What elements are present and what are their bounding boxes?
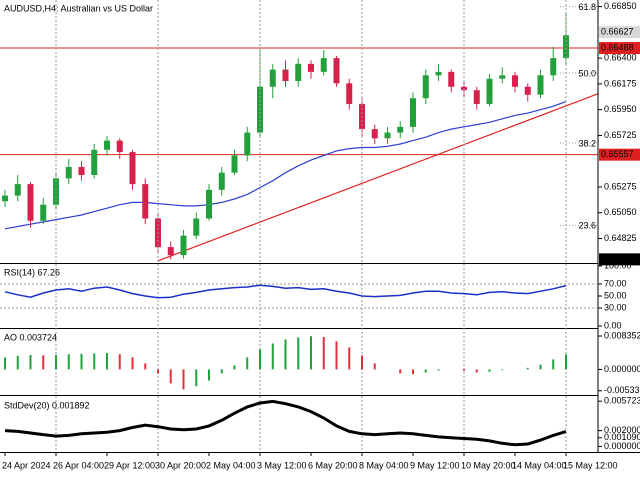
candle-body (91, 149, 98, 175)
candle-body (218, 172, 225, 190)
y-tick-label: 0.00 (604, 320, 622, 330)
y-tick-label: 0.008352 (604, 330, 640, 340)
fib-label: 50.0 (578, 68, 596, 78)
candle-body (78, 166, 85, 175)
line (4, 101, 567, 230)
price-label: 0.66627 (601, 26, 634, 36)
candle-body (384, 132, 391, 139)
candle-body (104, 140, 110, 150)
y-tick-label: 0.64825 (604, 233, 637, 243)
line (4, 284, 567, 299)
y-tick-label: 0.65950 (604, 104, 637, 114)
price-label-box (599, 26, 640, 39)
candle-body (65, 166, 72, 179)
candle-body (537, 75, 544, 95)
candle-body (142, 184, 149, 219)
price-label: 0.65557 (601, 149, 634, 159)
candle-body (244, 132, 251, 156)
x-tick-label: 8 May 04:00 (359, 460, 409, 470)
y-tick-label: 0.66850 (604, 1, 637, 11)
fib-label: 61.8 (578, 2, 596, 12)
y-tick-label: 0.66400 (604, 52, 637, 62)
x-tick-label: 26 Apr 04:00 (53, 460, 104, 470)
y-tick-label: 30.00 (604, 302, 627, 312)
candle-body (282, 69, 289, 82)
candle-body (397, 126, 404, 133)
candle-body (371, 129, 378, 139)
candle-body (14, 184, 21, 196)
candle-body (193, 218, 200, 236)
y-tick-label: 0.65275 (604, 181, 637, 191)
x-tick-label: 9 May 12:00 (410, 460, 460, 470)
candle-body (116, 140, 123, 153)
candle-body (346, 83, 353, 104)
fib-label: 38.2 (578, 138, 596, 148)
price-label-box (599, 148, 640, 161)
candle-body (180, 235, 187, 256)
pane-title: StdDev(20) 0.001892 (4, 400, 90, 410)
candle-body (295, 63, 302, 82)
price-label-box (599, 42, 640, 55)
candle-body (27, 184, 34, 221)
candle-body (435, 71, 442, 76)
candle-body (231, 155, 238, 173)
y-tick-label: 0.005723 (604, 396, 640, 406)
y-tick-label: 0.000000 (604, 441, 640, 451)
y-tick-label: 0.66175 (604, 78, 637, 88)
candle-body (167, 247, 174, 256)
x-tick-label: 24 Apr 2024 (2, 460, 51, 470)
candle-body (410, 98, 416, 127)
y-tick-label: 0.001090 (604, 432, 640, 442)
price-label: 0.66488 (601, 42, 634, 52)
trendline (157, 93, 598, 262)
candle-body (499, 75, 506, 79)
candle-body (40, 204, 47, 221)
y-tick-label: 50.00 (604, 290, 627, 300)
candle-body (2, 195, 8, 202)
fib-label: 23.6 (578, 221, 596, 231)
candle-body (550, 58, 557, 76)
y-tick-label: 0.65050 (604, 207, 637, 217)
x-tick-label: 3 May 12:00 (257, 460, 307, 470)
candle-body (512, 75, 518, 87)
y-tick-label: 0.65725 (604, 130, 637, 140)
candle-body (269, 69, 276, 87)
candle-body (206, 189, 212, 219)
y-tick-label: -0.005333 (604, 385, 640, 395)
y-tick-label: 100.00 (604, 260, 632, 270)
candle-body (129, 152, 136, 185)
candle-body (320, 58, 327, 72)
candle-body (524, 86, 531, 95)
x-tick-label: 15 May 12:00 (563, 460, 618, 470)
x-tick-label: 14 May 04:00 (512, 460, 567, 470)
main-plot (0, 6, 598, 262)
y-tick-label: 70.00 (604, 278, 627, 288)
candle-body (473, 90, 480, 104)
candle-body (448, 71, 455, 87)
candle-body (563, 35, 569, 59)
price-label-box (599, 253, 640, 266)
x-tick-label: 6 May 20:00 (308, 460, 358, 470)
candle-body (53, 178, 59, 205)
price-label: 0.64643 (601, 254, 634, 264)
pane-title: AO 0.003724 (4, 332, 57, 342)
candle-body (308, 63, 314, 72)
x-tick-label: 30 Apr 20:00 (155, 460, 206, 470)
y-tick-label: 0.000000 (604, 364, 640, 374)
x-tick-label: 10 May 20:00 (461, 460, 516, 470)
line (4, 399, 567, 447)
candle-body (422, 75, 429, 99)
x-tick-label: 29 Apr 12:00 (104, 460, 155, 470)
pane-title: AUDUSD,H4: Australian vs US Dollar (4, 3, 153, 13)
x-tick-label: 2 May 04:00 (206, 460, 256, 470)
pane-title: RSI(14) 67.26 (4, 267, 60, 277)
candle-body (486, 78, 493, 104)
candle-body (333, 58, 340, 84)
y-tick-label: 0.002000 (604, 425, 640, 435)
